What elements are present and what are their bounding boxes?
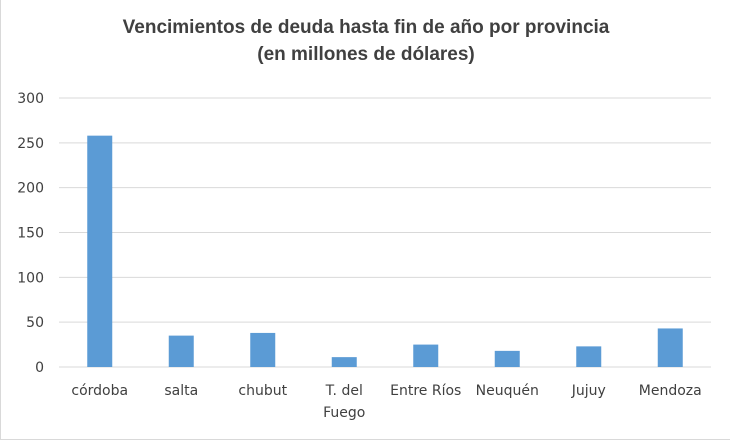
- x-category-label: Mendoza: [639, 383, 702, 399]
- x-category-label: chubut: [238, 383, 287, 399]
- x-category-label: Neuquén: [476, 383, 539, 399]
- y-tick-label: 150: [17, 226, 44, 242]
- bar: [657, 328, 683, 367]
- chart-subtitle-line: (en millones de dólares): [257, 44, 475, 65]
- bar: [576, 346, 602, 367]
- x-category-label: Entre Ríos: [390, 383, 461, 399]
- bar: [87, 135, 113, 367]
- chart-title: Vencimientos de deuda hasta fin de año p…: [1, 14, 730, 68]
- bar: [413, 344, 439, 367]
- x-category-label: salta: [164, 383, 198, 399]
- y-tick-label: 250: [17, 136, 44, 152]
- chart-title-line: Vencimientos de deuda hasta fin de año p…: [122, 17, 610, 38]
- y-tick-label: 50: [26, 315, 44, 331]
- y-tick-label: 200: [17, 181, 44, 197]
- bar: [331, 357, 357, 367]
- x-category-label: Jujuy: [571, 383, 606, 399]
- y-tick-label: 100: [17, 270, 44, 286]
- bar: [168, 335, 194, 367]
- bar: [250, 332, 276, 367]
- y-tick-label: 300: [17, 91, 44, 107]
- x-category-label: T. del Fuego: [323, 383, 365, 421]
- y-tick-label: 0: [35, 360, 44, 376]
- x-category-label: córdoba: [71, 383, 128, 399]
- bar: [494, 350, 520, 367]
